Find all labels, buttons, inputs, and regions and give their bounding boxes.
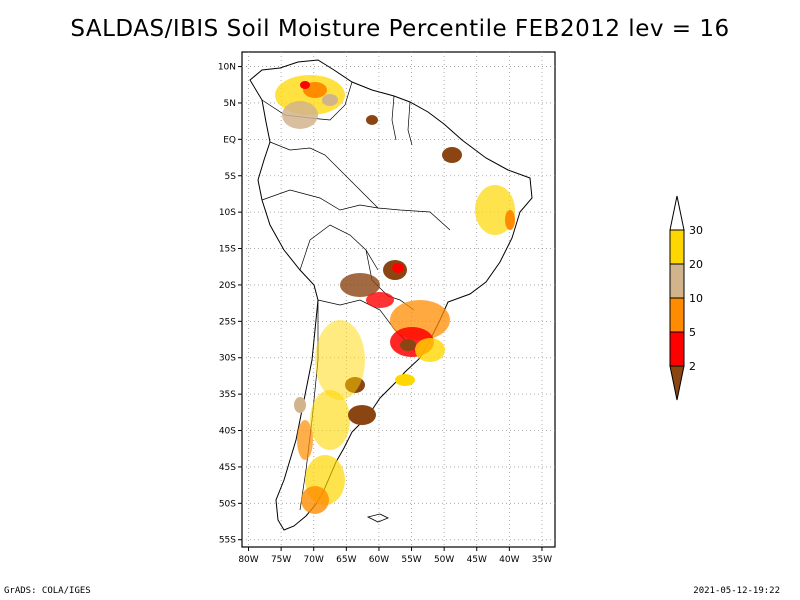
x-tick-label: 45W	[467, 555, 487, 565]
legend-arrow-top	[669, 195, 685, 231]
y-tick-label: 10S	[219, 208, 236, 218]
percentile-patches	[275, 75, 515, 514]
x-tick-label: 50W	[434, 555, 454, 565]
x-tick-label: 75W	[271, 555, 291, 565]
legend: 2 5 10 20 30	[669, 195, 703, 401]
legend-label: 30	[689, 224, 703, 237]
legend-swatch	[669, 263, 685, 299]
y-tick-label: EQ	[223, 135, 236, 145]
map-frame	[241, 51, 556, 548]
x-tick-label: 55W	[401, 555, 421, 565]
legend-arrow-bottom	[669, 365, 685, 401]
legend-label: 5	[689, 326, 696, 339]
legend-swatch	[669, 331, 685, 367]
legend-swatch	[669, 229, 685, 265]
y-tick-label: 5S	[225, 172, 237, 182]
y-tick-label: 45S	[219, 463, 236, 473]
y-tick-label: 35S	[219, 390, 236, 400]
y-tick-label: 30S	[219, 354, 236, 364]
y-tick-label: 40S	[219, 427, 236, 437]
map-grid	[242, 52, 555, 547]
y-tick-label: 5N	[224, 99, 236, 109]
y-tick-label: 50S	[219, 499, 236, 509]
legend-label: 20	[689, 258, 703, 271]
axis-labels: 10N 5N EQ 5S 10S 15S 20S 25S 30S 35S 40S 45S 50S 55S8…	[218, 63, 552, 565]
x-tick-label: 65W	[336, 555, 356, 565]
x-tick-label: 60W	[369, 555, 389, 565]
y-tick-label: 25S	[219, 317, 236, 327]
footer-credit: GrADS: COLA/IGES	[4, 586, 91, 596]
y-tick-label: 20S	[219, 281, 236, 291]
x-tick-label: 70W	[304, 555, 324, 565]
legend-label: 2	[689, 360, 696, 373]
falkland-islands	[366, 513, 389, 523]
footer-timestamp: 2021-05-12-19:22	[693, 586, 780, 596]
y-tick-label: 55S	[219, 536, 236, 546]
legend-swatch	[669, 297, 685, 333]
x-tick-label: 40W	[499, 555, 519, 565]
y-tick-label: 10N	[218, 63, 236, 73]
legend-label: 10	[689, 292, 703, 305]
y-tick-label: 15S	[219, 245, 236, 255]
x-tick-label: 35W	[532, 555, 552, 565]
south-america-coastline	[249, 59, 533, 531]
map-title: SALDAS/IBIS Soil Moisture Percentile FEB…	[70, 16, 730, 42]
x-tick-label: 80W	[238, 555, 258, 565]
